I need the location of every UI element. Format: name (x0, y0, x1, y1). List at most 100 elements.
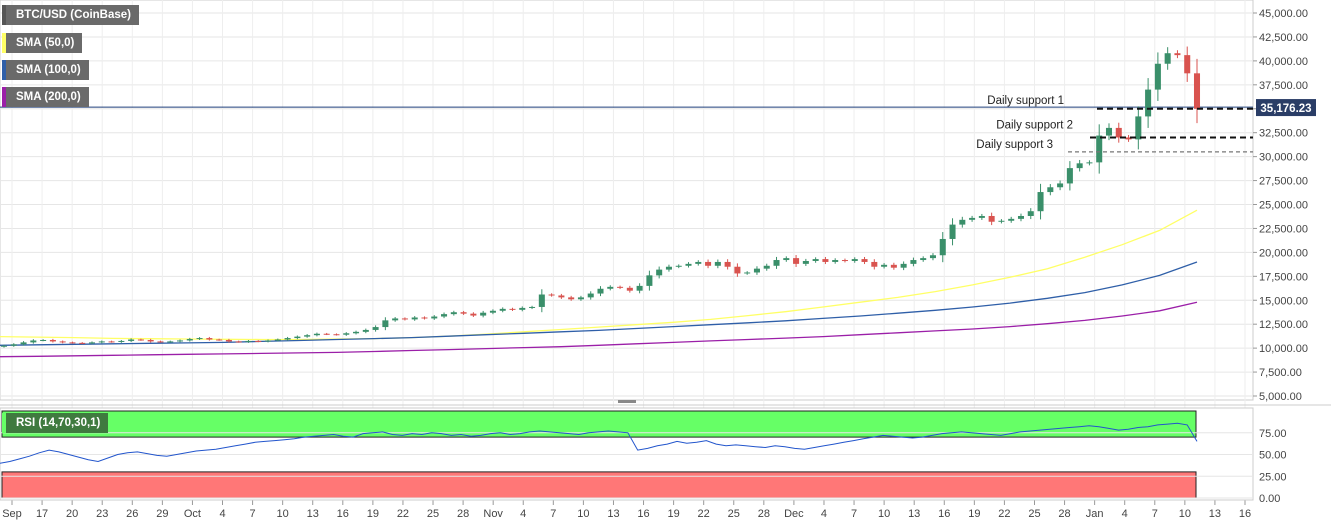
time-tick-label: 22 (698, 508, 710, 520)
price-tick-label: 5,000.00 (1259, 391, 1302, 403)
candle-body (558, 295, 565, 298)
time-tick-label: 10 (277, 508, 289, 520)
legend-sma50[interactable]: SMA (50,0) (2, 33, 83, 53)
candle-body (793, 258, 800, 264)
candle-body (1145, 89, 1152, 117)
candle-body (568, 297, 575, 300)
candle-body (636, 285, 643, 291)
candle-body (245, 340, 252, 342)
candle-body (998, 220, 1005, 222)
candle-body (734, 266, 741, 274)
candle-body (313, 333, 320, 336)
legend-rsi[interactable]: RSI (14,70,30,1) (2, 413, 109, 433)
last-price-badge (1256, 99, 1316, 117)
legend-sma100[interactable]: SMA (100,0) (2, 60, 89, 80)
rsi-tick-label: 0.00 (1259, 493, 1280, 505)
candle-body (137, 339, 144, 341)
candle-body (1174, 53, 1181, 56)
candle-body (1115, 127, 1122, 138)
rsi-tick-label: 50.00 (1259, 450, 1287, 462)
time-tick-label: 22 (397, 508, 409, 520)
last-price-value: 35,176.23 (1260, 103, 1311, 115)
candle-body (519, 307, 526, 310)
time-tick-label: 26 (126, 508, 138, 520)
candle-body (1066, 168, 1073, 184)
candle-body (881, 264, 888, 267)
price-tick-label: 37,500.00 (1259, 80, 1308, 92)
candle-body (538, 294, 545, 307)
time-tick-label: 13 (307, 508, 319, 520)
candle-body (714, 261, 721, 266)
candle-body (274, 339, 281, 341)
candle-body (392, 318, 399, 321)
candle-body (372, 327, 379, 330)
time-tick-label: 19 (367, 508, 379, 520)
candle-body (235, 341, 242, 343)
time-tick-label: 7 (851, 508, 857, 520)
main-plot-area (0, 0, 1254, 401)
candle-body (900, 263, 907, 268)
candle-body (294, 336, 301, 339)
candle-body (763, 265, 770, 269)
candle-body (421, 317, 428, 319)
candle-body (529, 306, 536, 308)
candle-body (812, 259, 819, 261)
candle-body (783, 258, 790, 261)
candle-body (333, 334, 340, 336)
candle-body (978, 215, 985, 218)
candle-body (1135, 116, 1142, 140)
time-tick-label: 16 (938, 508, 950, 520)
candle-body (441, 314, 448, 317)
candle-body (460, 312, 467, 314)
candle-body (851, 259, 858, 261)
price-tick-label: 7,500.00 (1259, 367, 1302, 379)
candle-body (225, 339, 232, 342)
price-tick-label: 40,000.00 (1259, 56, 1308, 68)
candle-body (98, 341, 105, 343)
candle-body (470, 313, 477, 316)
time-tick-label: 13 (908, 508, 920, 520)
price-tick-label: 42,500.00 (1259, 32, 1308, 44)
support-label-2: Daily support 2 (996, 119, 1073, 131)
candle-body (675, 265, 682, 267)
candle-body (822, 259, 829, 262)
price-tick-label: 10,000.00 (1259, 343, 1308, 355)
candle-body (1154, 63, 1161, 90)
candle-body (744, 272, 751, 274)
time-tick-label: Sep (2, 508, 22, 520)
candle-body (861, 259, 868, 262)
candle-body (1105, 127, 1113, 136)
legend-sma200[interactable]: SMA (200,0) (2, 87, 89, 107)
candle-body (910, 260, 917, 264)
candle-body (69, 342, 76, 344)
candle-body (196, 338, 203, 340)
candle-body (685, 263, 692, 266)
candle-body (753, 268, 760, 273)
candle-body (1037, 192, 1044, 212)
candle-body (40, 339, 47, 341)
rsi-tick-label: 75.00 (1259, 428, 1287, 440)
candle-body (157, 341, 164, 343)
sma-line-2 (0, 301, 1198, 358)
candle-body (118, 340, 125, 342)
candle-body (665, 266, 672, 270)
time-tick-label: 25 (427, 508, 439, 520)
price-tick-label: 25,000.00 (1259, 200, 1308, 212)
candle-body (607, 286, 614, 289)
candle-body (509, 308, 516, 310)
candle-body (362, 329, 369, 332)
candle-body (1047, 187, 1054, 193)
candle-body (1086, 162, 1093, 164)
candle-body (450, 312, 457, 315)
candle-body (343, 333, 350, 335)
candle-body (499, 308, 506, 311)
candle-body (646, 275, 653, 286)
candle-body (617, 286, 624, 288)
candle-body (30, 340, 37, 343)
candle-body (401, 318, 408, 320)
candle-body (597, 288, 604, 294)
candle-body (304, 335, 311, 337)
candle-body (353, 331, 360, 334)
legend-btc[interactable]: BTC/USD (CoinBase) (2, 5, 140, 25)
